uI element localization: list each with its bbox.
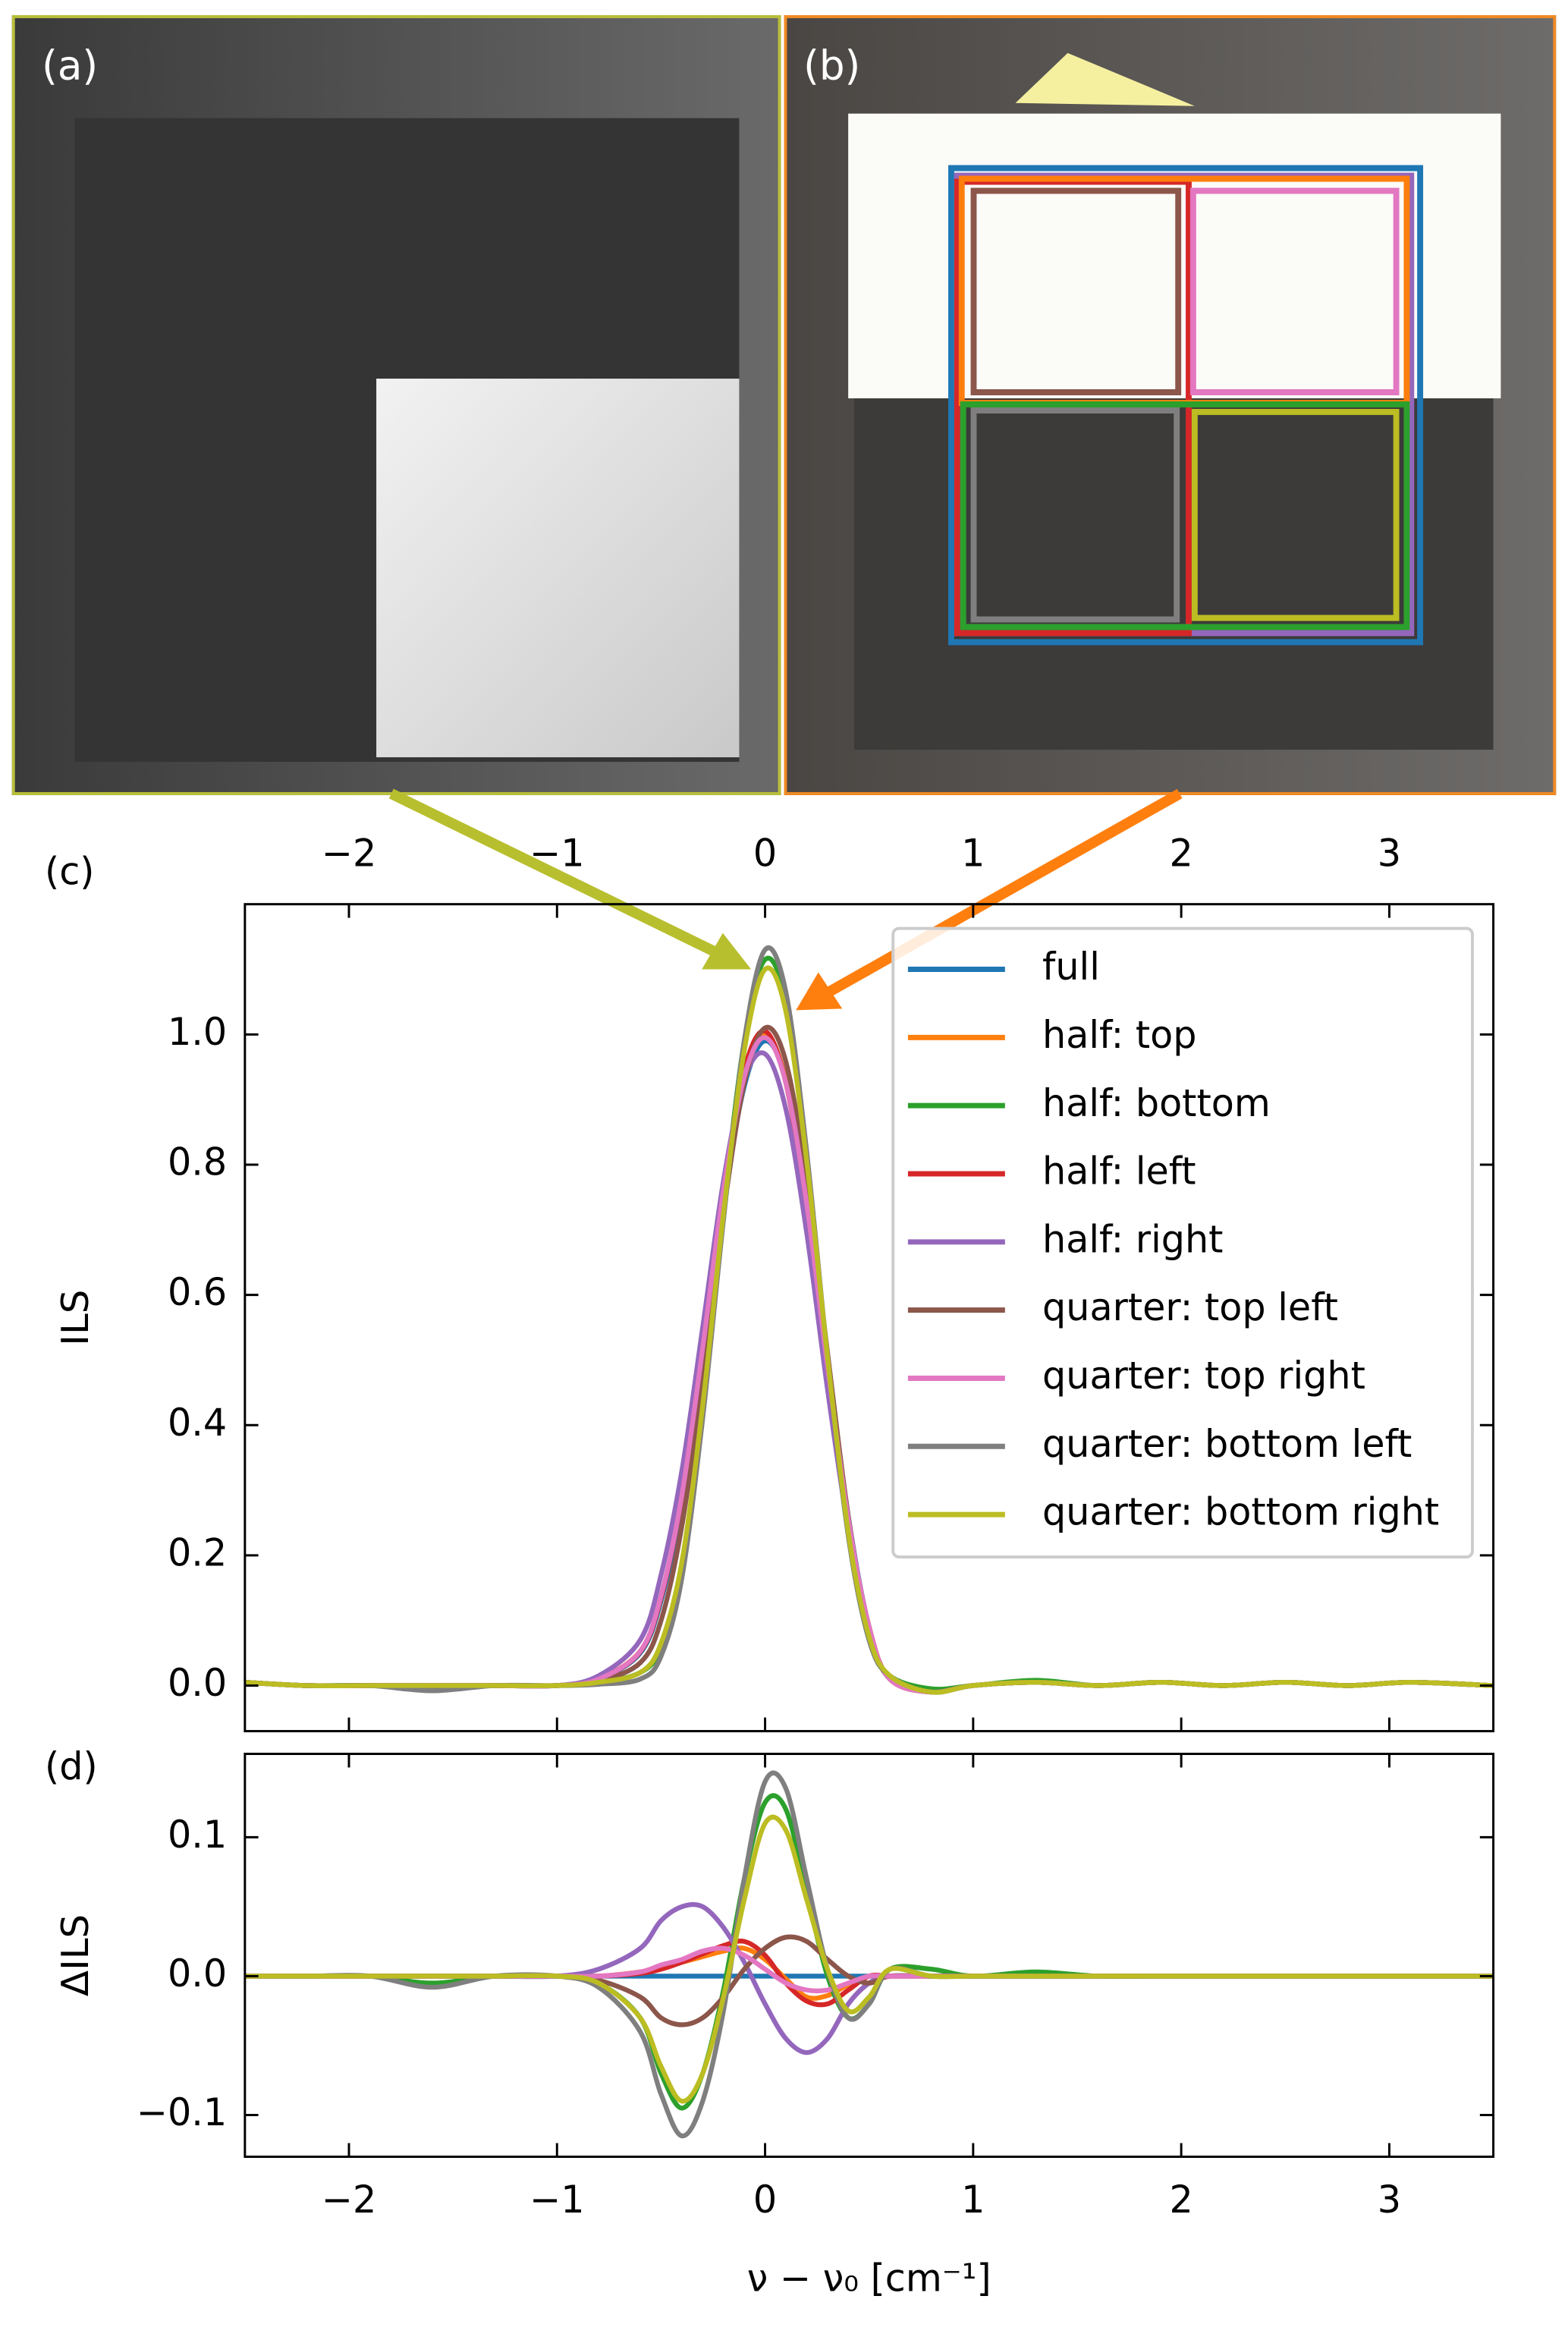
panel-label: (a) (42, 41, 98, 89)
line-series (244, 965, 1494, 1695)
chart: −2 −1 0 1 2 3 0.0 0.2 0.4 0.6 0.8 1.0 ILS (c) full half… (45, 831, 1495, 1733)
aperture-regions (948, 165, 1424, 646)
line-series (244, 1770, 1494, 2139)
legend-label: half: top (1042, 1013, 1196, 1057)
region-bottom-right (1191, 408, 1400, 621)
x-tick-label: 2 (1169, 831, 1192, 875)
x-tick-label: 2 (1169, 2178, 1192, 2222)
arrows (388, 788, 1183, 1011)
y-tick-label: 0.4 (168, 1400, 227, 1444)
panel-label: (d) (45, 1744, 98, 1788)
lit-area (848, 113, 1501, 398)
legend-label: half: bottom (1042, 1080, 1271, 1124)
photo-a: (a) (11, 14, 781, 795)
y-axis-label: ILS (53, 1290, 97, 1346)
arrow-head (702, 933, 752, 970)
x-tick-label: 0 (753, 831, 777, 875)
photo-b: (b) (784, 14, 1557, 795)
line-series (244, 1793, 1494, 2111)
arrow-a (388, 788, 722, 959)
arrow-head (796, 972, 843, 1011)
panel-label: (b) (803, 41, 860, 89)
region-top-left (970, 187, 1182, 395)
x-tick-label: 1 (961, 2178, 985, 2222)
y-tick-label: 0.2 (168, 1530, 227, 1574)
x-tick-label: 3 (1378, 831, 1401, 875)
region-full (948, 165, 1424, 646)
plot-area (244, 1770, 1494, 2139)
y-tick-label: 0.0 (168, 1661, 227, 1705)
x-tick-label: −2 (322, 831, 377, 875)
chart: −2 −1 0 1 2 3 −0.1 0.0 0.1 ΔILS ν − ν₀ [cm⁻¹] (d) (45, 1744, 1495, 2301)
region-bottom-left (970, 407, 1180, 623)
axes-frame (244, 1753, 1495, 2158)
x-tick-label: −2 (322, 2178, 377, 2222)
panel-label: (c) (45, 849, 94, 893)
legend-label: half: left (1042, 1149, 1196, 1193)
legend-label: quarter: top left (1042, 1285, 1338, 1329)
x-tick-label: −1 (529, 2178, 585, 2222)
y-tick-label: 0.8 (168, 1140, 227, 1184)
y-tick-label: 1.0 (168, 1010, 227, 1054)
white-target (376, 379, 740, 758)
region-top-right (1189, 187, 1400, 395)
legend-label: quarter: bottom right (1042, 1489, 1439, 1533)
legend-label: quarter: top right (1042, 1354, 1365, 1398)
charts: −2 −1 0 1 2 3 0.0 0.2 0.4 0.6 0.8 1.0 ILS (c) full half… (45, 831, 1495, 2301)
legend-label: half: right (1042, 1217, 1223, 1261)
x-tick-label: 1 (961, 831, 985, 875)
line-series (244, 1945, 1494, 2001)
region-bottom (960, 401, 1410, 631)
y-tick-label: −0.1 (137, 2090, 227, 2134)
x-tick-label: −1 (529, 831, 585, 875)
legend: full half: top half: bottom half: left half:… (891, 926, 1474, 1559)
y-tick-label: 0.1 (168, 1813, 227, 1857)
light-spot (1015, 52, 1195, 106)
legend-label: quarter: bottom left (1042, 1422, 1412, 1466)
x-tick-label: 3 (1378, 2178, 1401, 2222)
x-axis-label: ν − ν₀ [cm⁻¹] (747, 2256, 991, 2300)
arrow-b (826, 788, 1183, 997)
legend-label: full (1042, 945, 1100, 989)
axes-frame (244, 903, 1495, 1733)
line-series (244, 1814, 1494, 2104)
legend-box (891, 926, 1474, 1559)
y-axis-label: ΔILS (53, 1914, 97, 1996)
y-tick-label: 0.0 (168, 1952, 227, 1996)
y-tick-label: 0.6 (168, 1270, 227, 1314)
x-tick-label: 0 (753, 2178, 777, 2222)
plot-area (244, 945, 1494, 1695)
